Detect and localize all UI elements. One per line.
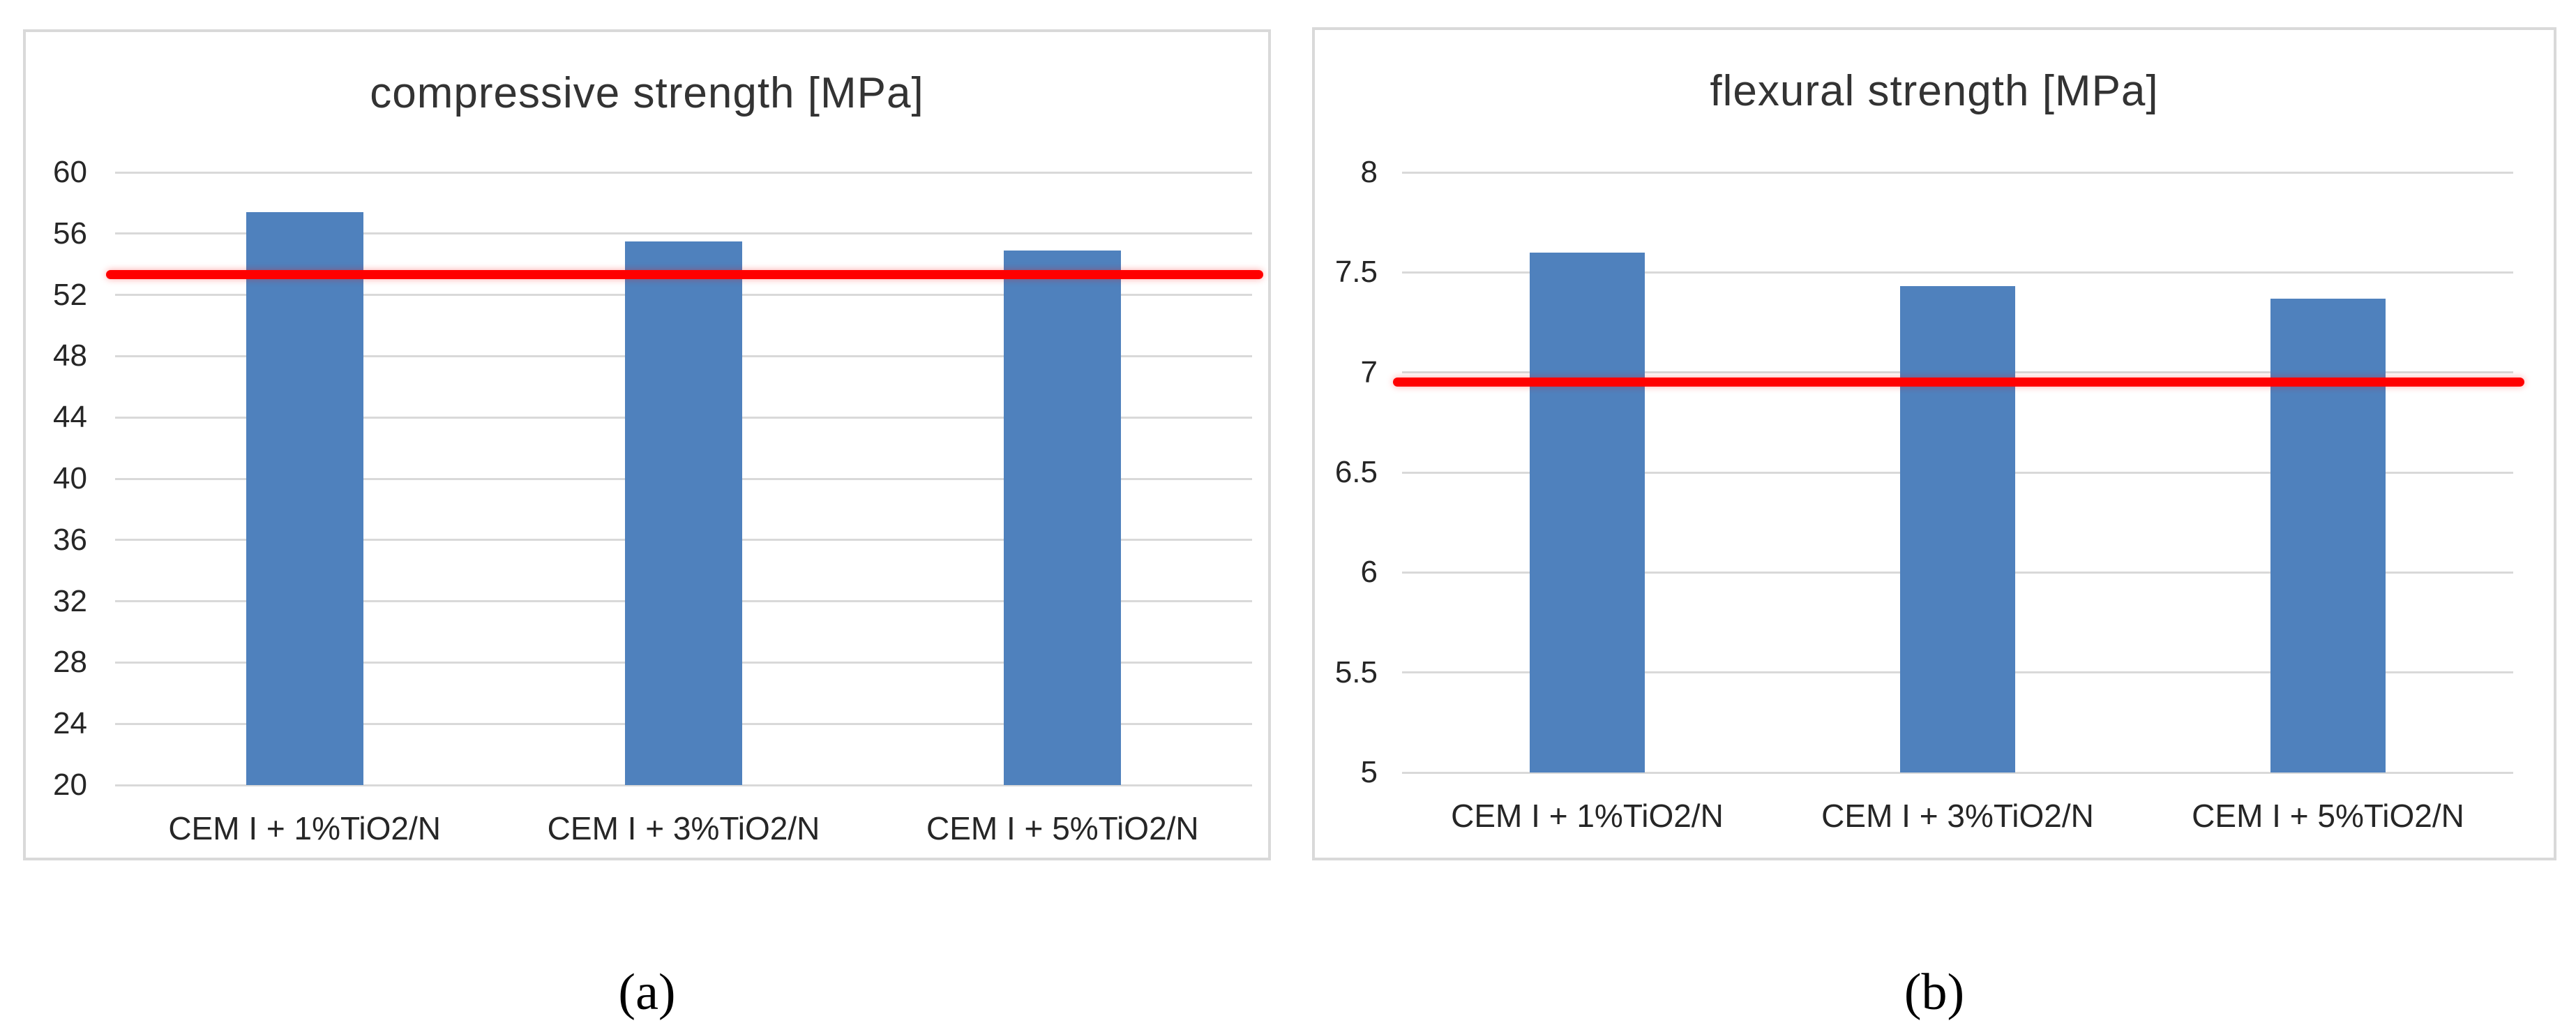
x-axis-label: CEM I + 5%TiO2/N: [2192, 798, 2464, 834]
reference-line: [1393, 378, 2524, 387]
gridline: [115, 784, 1252, 786]
x-axis-label: CEM I + 1%TiO2/N: [1451, 798, 1724, 834]
x-axis-label: CEM I + 5%TiO2/N: [926, 810, 1199, 846]
y-axis-tick: 44: [53, 400, 87, 435]
chart-panel-b: flexural strength [MPa] 5 5.5 6 6.5 7 7.5 8 CE…: [1312, 27, 2556, 860]
y-axis-tick: 48: [53, 338, 87, 373]
y-axis-tick: 20: [53, 768, 87, 802]
bar-1: [246, 212, 363, 785]
bar-3: [1004, 250, 1122, 785]
bar-2: [625, 241, 742, 785]
y-axis-tick: 56: [53, 216, 87, 251]
x-axis-flexural: CEM I + 1%TiO2/N CEM I + 3%TiO2/N CEM I + …: [1402, 775, 2513, 851]
x-axis-label: CEM I + 3%TiO2/N: [1821, 798, 2094, 834]
chart-title-compressive: compressive strength [MPa]: [370, 69, 924, 117]
bar-2: [1900, 286, 2015, 772]
y-axis-tick: 24: [53, 706, 87, 741]
gridline: [1402, 171, 2513, 174]
gridline: [1402, 771, 2513, 774]
x-axis-label: CEM I + 1%TiO2/N: [168, 810, 441, 846]
gridline: [115, 171, 1252, 174]
y-axis-tick: 36: [53, 522, 87, 557]
gridline: [115, 232, 1252, 235]
y-axis-compressive: 20 24 28 32 36 40 44 48 52 56 60: [26, 157, 103, 800]
y-axis-tick: 60: [53, 155, 87, 189]
y-axis-tick: 7: [1360, 354, 1378, 389]
x-axis-label: CEM I + 3%TiO2/N: [547, 810, 820, 846]
y-axis-tick: 7.5: [1334, 255, 1378, 290]
caption-b: (b): [1904, 964, 1965, 1021]
x-axis-compressive: CEM I + 1%TiO2/N CEM I + 3%TiO2/N CEM I + …: [115, 787, 1252, 864]
caption-a: (a): [618, 964, 676, 1021]
plot-area-compressive: [105, 171, 1264, 786]
y-axis-tick: 6: [1360, 555, 1378, 590]
y-axis-tick: 40: [53, 461, 87, 495]
y-axis-flexural: 5 5.5 6 6.5 7 7.5 8: [1315, 157, 1393, 788]
bar-1: [1530, 252, 1645, 772]
y-axis-tick: 52: [53, 277, 87, 312]
y-axis-tick: 5.5: [1334, 655, 1378, 689]
y-axis-tick: 5: [1360, 755, 1378, 789]
y-axis-tick: 28: [53, 645, 87, 680]
plot-area-flexural: [1393, 171, 2524, 774]
chart-panel-a: compressive strength [MPa] 20 24 28 32 36 40 4…: [23, 29, 1271, 860]
bar-3: [2270, 298, 2386, 772]
y-axis-tick: 6.5: [1334, 455, 1378, 489]
reference-line: [105, 270, 1264, 280]
gridline: [1402, 271, 2513, 274]
y-axis-tick: 8: [1360, 155, 1378, 189]
chart-title-flexural: flexural strength [MPa]: [1710, 67, 2159, 115]
y-axis-tick: 32: [53, 583, 87, 618]
